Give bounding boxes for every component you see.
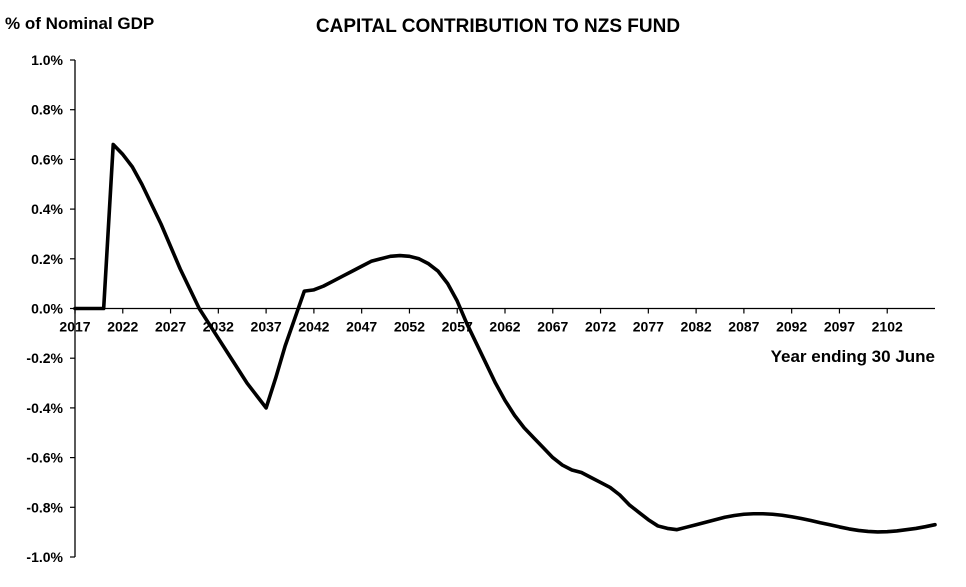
x-tick-label: 2062 [489,319,520,335]
y-tick-label: 0.6% [31,151,63,167]
y-tick-label: -0.2% [26,350,63,366]
series-group [73,142,937,534]
y-tick-label: -0.8% [26,499,63,515]
x-tick-label: 2022 [107,319,138,335]
ticks-group: 1.0% 0.8% 0.6% 0.4% 0.2% 0.0% -0.2% -0.4% -0.6% -… [26,52,903,565]
x-tick-label: 2097 [824,319,855,335]
x-axis-title: Year ending 30 June [771,347,935,366]
y-tick-label: 1.0% [31,52,63,68]
x-tick-label: 2027 [155,319,186,335]
y-tick-label: 0.8% [31,102,63,118]
series-line-1 [73,142,937,534]
x-tick-label: 2047 [346,319,377,335]
y-axis-title: % of Nominal GDP [5,14,154,33]
x-tick-label: 2032 [203,319,234,335]
y-tick-label: -1.0% [26,549,63,565]
x-tick-label: 2052 [394,319,425,335]
x-tick-label: 2067 [537,319,568,335]
y-tick-label: -0.4% [26,400,63,416]
y-tick-label: -0.6% [26,450,63,466]
x-tick-label: 2072 [585,319,616,335]
x-tick-label: 2092 [776,319,807,335]
x-tick-label: 2077 [633,319,664,335]
x-tick-label: 2017 [59,319,90,335]
y-tick-label: 0.4% [31,201,63,217]
x-tick-label: 2082 [681,319,712,335]
y-tick-label: 0.0% [31,301,63,317]
x-tick-label: 2087 [728,319,759,335]
x-tick-label: 2037 [251,319,282,335]
x-tick-label: 2102 [872,319,903,335]
chart-title: CAPITAL CONTRIBUTION TO NZS FUND [316,16,680,37]
y-tick-label: 0.2% [31,251,63,267]
x-tick-label: 2042 [298,319,329,335]
